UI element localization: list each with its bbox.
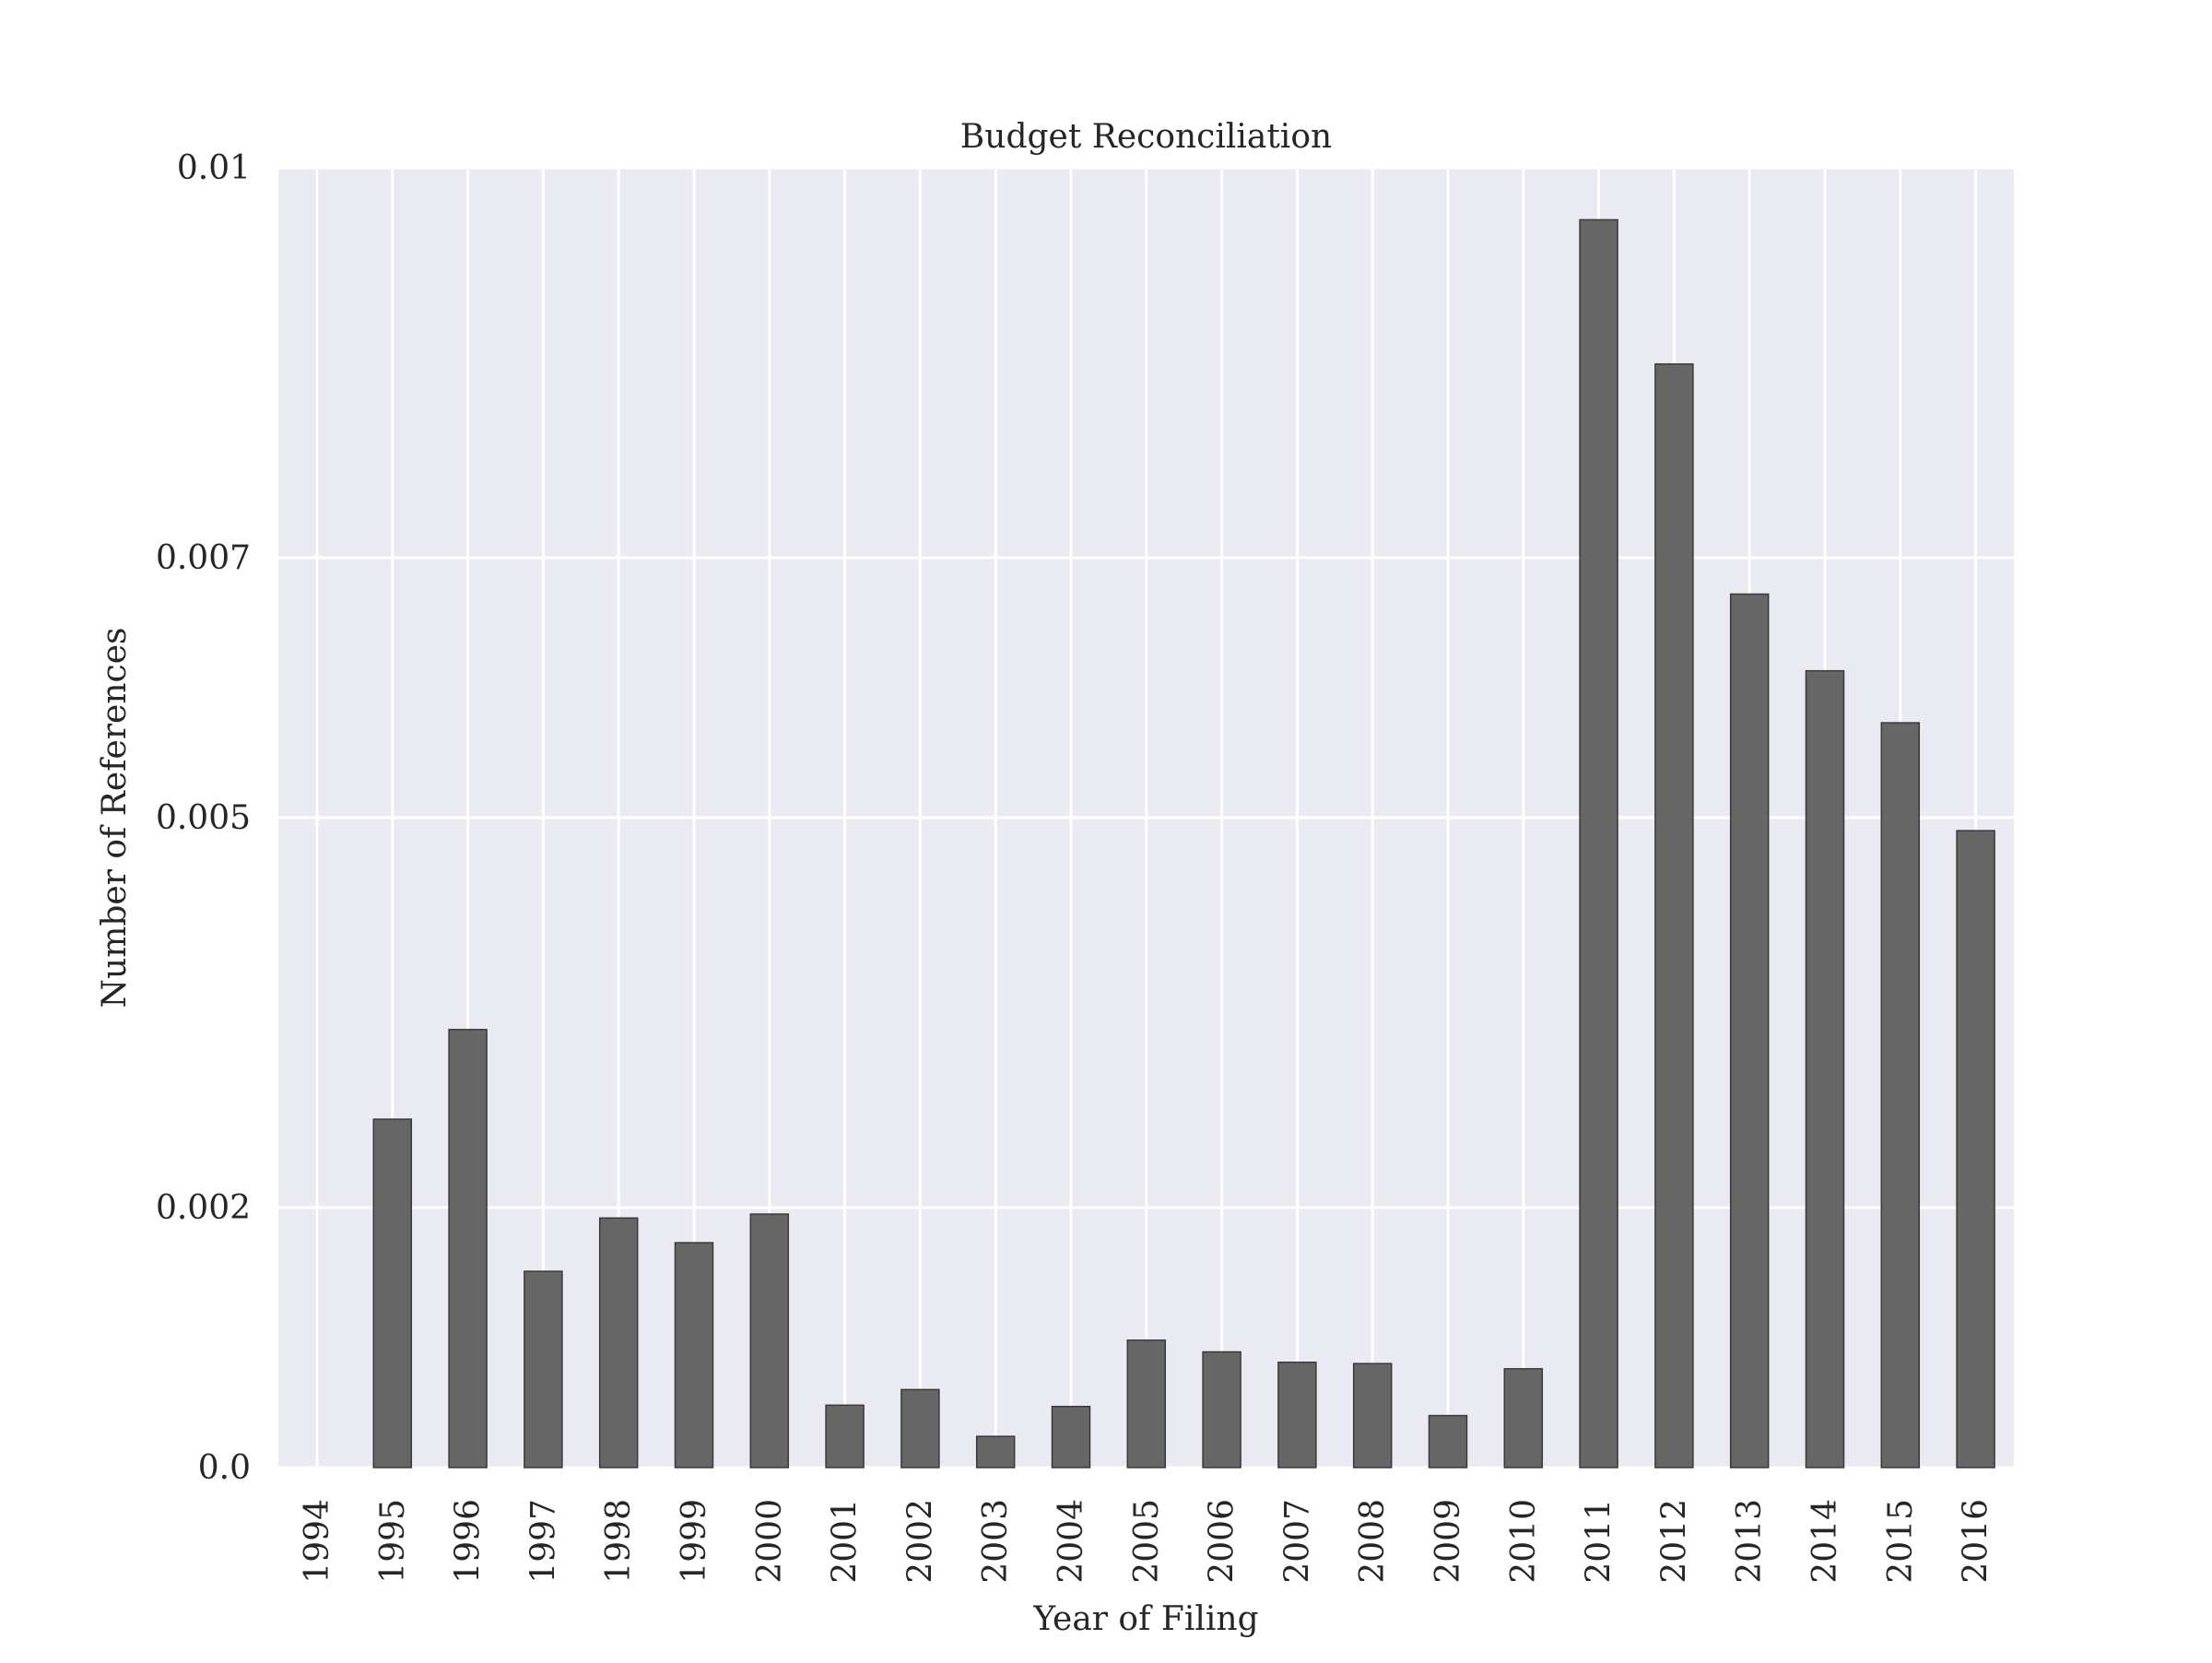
bar-1996	[448, 1029, 488, 1468]
x-tick-label: 2012	[1655, 1499, 1693, 1584]
x-tick-label: 2009	[1430, 1499, 1467, 1584]
y-tick-label: 0.007	[156, 539, 251, 577]
x-tick-label: 2003	[977, 1499, 1015, 1584]
y-axis-label: Number of References	[96, 628, 134, 1008]
y-tick-label: 0.0	[198, 1449, 251, 1487]
y-tick-label: 0.01	[177, 149, 251, 187]
x-tick-label: 1998	[600, 1499, 638, 1584]
x-tick-label: 2002	[901, 1499, 939, 1584]
bar-2002	[900, 1388, 940, 1468]
x-tick-label: 1995	[374, 1499, 412, 1584]
bar-2005	[1126, 1339, 1167, 1468]
y-tick-label: 0.002	[156, 1189, 251, 1227]
x-axis-label: Year of Filing	[1032, 1600, 1258, 1638]
bar-2016	[1956, 830, 1995, 1468]
x-tick-label: 2001	[827, 1499, 865, 1584]
bar-2013	[1729, 593, 1770, 1468]
bar-1999	[674, 1242, 714, 1468]
bar-2009	[1428, 1414, 1468, 1468]
bar-1998	[598, 1217, 639, 1468]
y-tick-labels: 0.0 0.002 0.005 0.007 0.01	[156, 149, 251, 1487]
bar-2000	[749, 1213, 790, 1468]
x-tick-label: 2004	[1053, 1499, 1090, 1584]
bar-1997	[524, 1270, 563, 1468]
x-tick-label: 2005	[1128, 1499, 1166, 1584]
bar-2012	[1654, 363, 1694, 1468]
bar-2008	[1352, 1362, 1393, 1468]
x-tick-label: 2010	[1505, 1499, 1543, 1584]
x-tick-label: 1999	[676, 1499, 713, 1584]
bar-2015	[1880, 722, 1921, 1468]
x-tick-label: 1994	[299, 1499, 336, 1584]
x-tick-label: 2008	[1354, 1499, 1392, 1584]
x-tick-label: 2014	[1806, 1499, 1844, 1584]
x-tick-label: 2006	[1204, 1499, 1241, 1584]
x-tick-label: 2015	[1882, 1499, 1920, 1584]
chart-title: Budget Reconciliation	[960, 118, 1332, 156]
x-tick-label: 2011	[1581, 1499, 1618, 1584]
x-tick-label: 2016	[1958, 1499, 1995, 1584]
x-tick-label: 2013	[1731, 1499, 1769, 1584]
bar-2011	[1579, 218, 1618, 1468]
x-tick-label: 1996	[450, 1499, 488, 1584]
bar-2014	[1805, 669, 1845, 1468]
x-tick-labels: 1994 1995 1996 1997 1998 1999 2000 2001 2002 2003…	[299, 1499, 1995, 1584]
bar-2001	[825, 1404, 865, 1468]
bar-1995	[372, 1118, 413, 1468]
bar-2006	[1202, 1350, 1241, 1468]
bar-2004	[1051, 1405, 1091, 1468]
bar-2010	[1503, 1368, 1544, 1468]
x-tick-label: 2000	[751, 1499, 789, 1584]
x-tick-label: 1997	[524, 1499, 562, 1584]
y-tick-label: 0.005	[156, 799, 251, 837]
x-tick-label: 2007	[1278, 1499, 1316, 1584]
bar-2007	[1277, 1362, 1317, 1468]
bars	[372, 218, 1995, 1468]
bar-2003	[975, 1435, 1016, 1468]
